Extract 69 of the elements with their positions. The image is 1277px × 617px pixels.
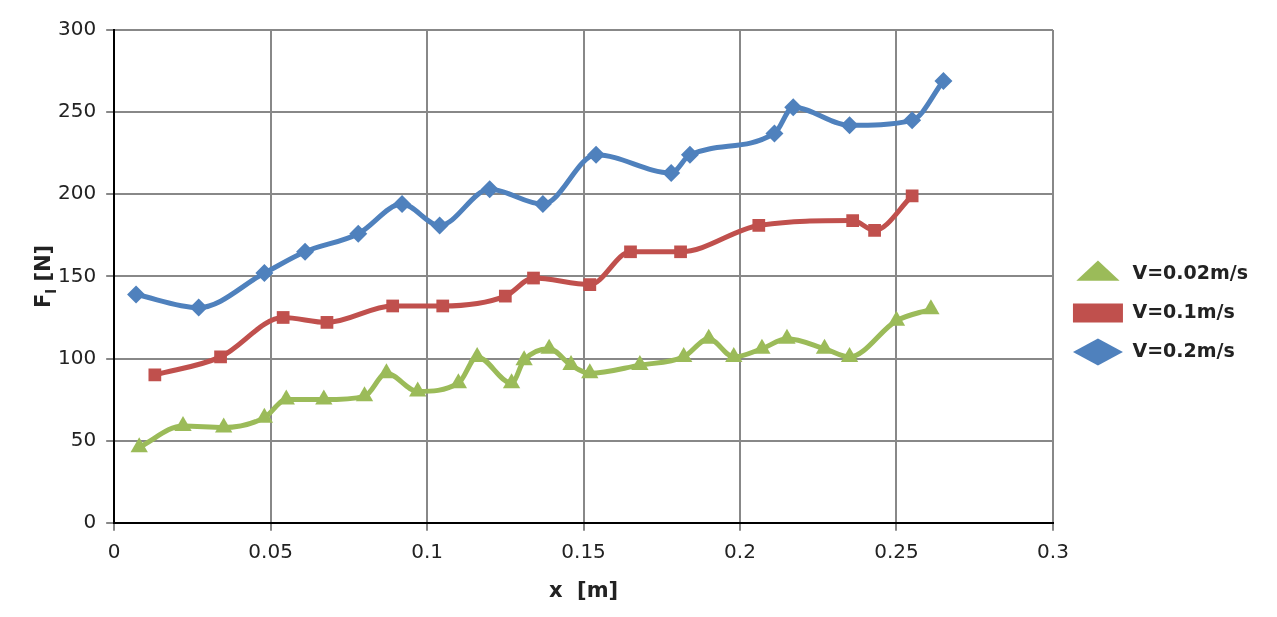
point <box>377 363 396 379</box>
point <box>515 350 533 366</box>
point <box>934 71 953 90</box>
y-tick-label: 200 <box>57 180 97 205</box>
x-tick-label: 0.3 <box>1037 539 1069 563</box>
x-tick-label: 0.2 <box>724 539 756 563</box>
point <box>765 124 784 143</box>
point <box>753 338 771 354</box>
point <box>675 346 693 362</box>
point <box>846 214 860 227</box>
point <box>583 278 597 291</box>
point <box>276 311 290 324</box>
legend-label: V=0.2m/s <box>1132 338 1235 361</box>
point <box>409 381 427 397</box>
point <box>430 216 449 235</box>
point <box>386 299 400 313</box>
x-tick-label: 0.25 <box>874 539 919 563</box>
x-tick-label: 0.15 <box>561 539 606 563</box>
point <box>784 98 803 117</box>
point <box>349 224 368 243</box>
y-axis-title: Fl [N] <box>31 244 59 309</box>
point <box>127 285 146 304</box>
point <box>130 437 148 453</box>
point <box>840 346 859 362</box>
x-tick-label: 0 <box>107 539 121 563</box>
point <box>174 415 192 431</box>
point <box>662 163 681 182</box>
point <box>393 195 412 214</box>
point <box>355 386 374 402</box>
y-tick-label: 250 <box>57 98 97 123</box>
point <box>887 310 906 326</box>
point <box>480 180 499 199</box>
point <box>255 264 274 283</box>
x-tick-label: 0.1 <box>411 539 444 563</box>
y-tick-label: 50 <box>70 426 97 451</box>
point <box>815 338 834 354</box>
point <box>436 299 450 313</box>
y-tick-label: 100 <box>57 344 97 369</box>
point <box>498 289 512 303</box>
x-axis-title: x [m] <box>548 577 619 602</box>
y-tick-label: 150 <box>57 262 97 287</box>
y-tick-label: 300 <box>57 16 97 41</box>
point <box>840 116 859 135</box>
point <box>587 145 606 164</box>
legend-label: V=0.02m/s <box>1132 260 1249 283</box>
point <box>674 245 687 259</box>
point <box>631 355 649 371</box>
point <box>581 363 599 379</box>
point <box>189 298 208 317</box>
point <box>562 355 580 371</box>
point <box>624 245 637 259</box>
point <box>527 271 540 285</box>
point <box>725 346 743 362</box>
point <box>315 389 333 405</box>
point <box>214 350 227 364</box>
x-tick-label: 0.05 <box>248 539 293 563</box>
point <box>868 224 881 237</box>
point <box>502 373 521 389</box>
legend-label: V=0.1m/s <box>1132 299 1235 322</box>
point <box>922 299 940 315</box>
point <box>752 219 766 232</box>
point <box>215 417 233 433</box>
point <box>320 316 334 329</box>
point <box>680 145 699 164</box>
point <box>778 328 796 344</box>
point <box>903 111 922 130</box>
y-tick-label: 0 <box>83 509 97 533</box>
point <box>296 242 315 261</box>
point <box>533 195 552 214</box>
